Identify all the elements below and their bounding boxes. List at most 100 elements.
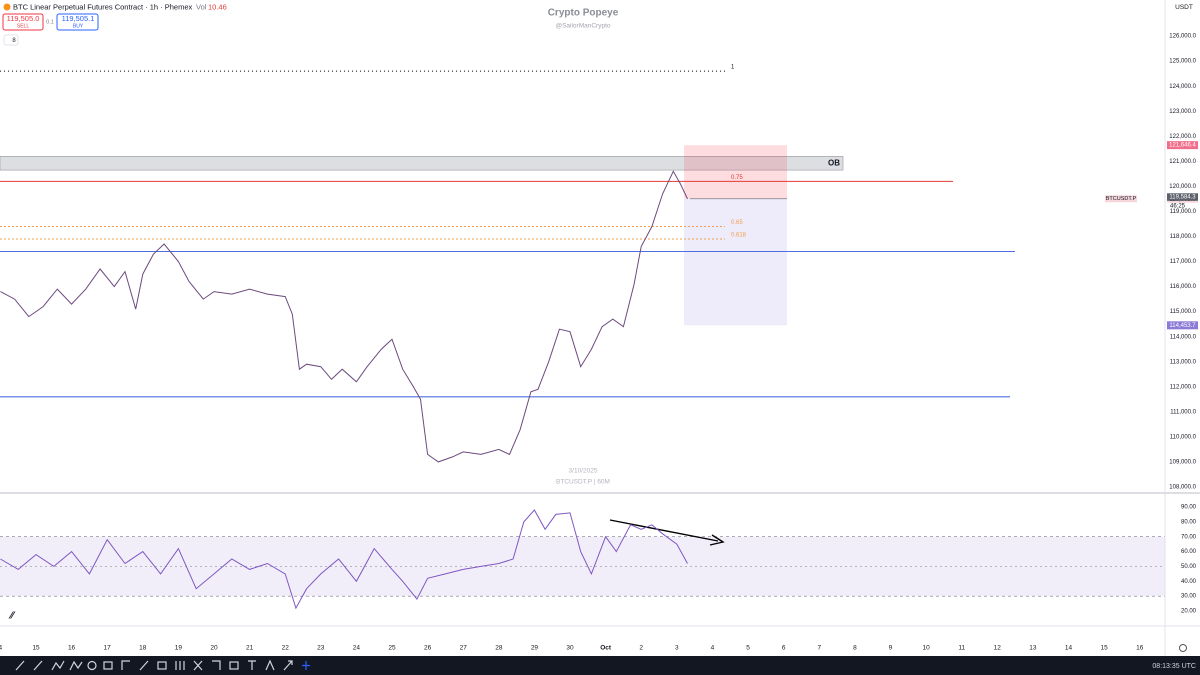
series-line [0, 170, 688, 463]
tool-ray[interactable] [33, 660, 43, 671]
buy-price: 119,505.1 [62, 14, 95, 23]
x-tick-label: 12 [994, 645, 1002, 652]
x-tick-label: 7 [817, 645, 821, 652]
volume-value: 10.46 [208, 2, 227, 11]
x-tick-label: Oct [600, 645, 612, 652]
sell-label: SELL [17, 23, 29, 29]
symbol-tag: BTCUSDT.P [1106, 196, 1137, 202]
x-tick-label: 5 [746, 645, 750, 652]
y-tick-label: 90.00 [1181, 505, 1197, 511]
y-tick-label: 111,000.0 [1170, 409, 1196, 415]
currency: USDT [1175, 4, 1193, 11]
y-tick-label: 125,000.0 [1169, 59, 1196, 65]
x-tick-label: 16 [68, 645, 76, 652]
x-tick-label: 6 [782, 645, 786, 652]
tool-line[interactable] [15, 660, 25, 671]
tool-wave[interactable] [69, 660, 83, 671]
x-tick-label: 11 [958, 645, 965, 652]
y-tick-label: 116,000.0 [1170, 284, 1197, 290]
x-tick-label: 20 [210, 645, 218, 652]
x-tick-label: 21 [246, 645, 254, 652]
series-line [0, 509, 688, 610]
tool-path[interactable] [51, 660, 65, 671]
tool-text[interactable] [248, 660, 256, 670]
stop-price-tag [1167, 141, 1198, 150]
tool-measure[interactable] [212, 660, 221, 670]
x-tick-label: 3 [675, 645, 679, 652]
x-tick-label: 27 [460, 645, 468, 652]
x-tick-label: 26 [424, 645, 432, 652]
toolbar-time: 08:13:35 UTC [1152, 663, 1196, 670]
last-price-tag [1167, 193, 1198, 201]
trend-arrow-head [709, 534, 725, 546]
tool-arrow[interactable] [283, 660, 293, 671]
x-tick-label: 18 [139, 645, 147, 652]
y-tick-label: 30.00 [1181, 594, 1197, 600]
watermark-symbol: BTCUSDT.P | 60M [556, 479, 610, 486]
sell-price: 119,505.0 [7, 14, 40, 23]
stop-zone [684, 145, 787, 199]
target-price-tag [1167, 321, 1198, 330]
x-tick-label: 10 [922, 645, 930, 652]
logo: ⁄⁄ [8, 611, 16, 622]
y-tick-label: 123,000.0 [1169, 109, 1196, 115]
y-tick-label: 120,000.0 [1169, 184, 1196, 190]
symbol-icon [3, 3, 11, 11]
y-tick-label: 124,000.0 [1169, 84, 1196, 90]
x-tick-label: 16 [1136, 645, 1144, 652]
tool-fib[interactable] [121, 660, 130, 670]
buy-button[interactable] [56, 13, 99, 31]
y-tick-label: 110,000.0 [1170, 434, 1197, 440]
tool-position[interactable] [229, 661, 239, 670]
x-tick-label: 29 [531, 645, 539, 652]
volume-label: Vol [196, 2, 207, 11]
tool-pen[interactable] [265, 659, 275, 671]
y-tick-label: 115,000.0 [1170, 309, 1197, 315]
level-label: 0.618 [731, 233, 747, 239]
buy-label: BUY [73, 23, 84, 29]
symbol-title: BTC Linear Perpetual Futures Contract · … [13, 2, 192, 11]
indicator-toggle[interactable] [3, 34, 19, 46]
sell-button[interactable] [2, 13, 44, 31]
target-price-label: 114,453.7 [1169, 323, 1196, 329]
toolbar [0, 656, 1200, 675]
y-tick-label: 80.00 [1181, 519, 1197, 525]
tool-rect[interactable] [103, 661, 113, 670]
x-tick-label: 4 [711, 645, 715, 652]
y-tick-label: 40.00 [1181, 579, 1197, 585]
y-tick-label: 114,000.0 [1170, 334, 1197, 340]
trend-line [609, 519, 719, 542]
settings-icon[interactable] [1179, 644, 1187, 652]
level-label: 1 [731, 65, 735, 71]
tool-crosshair[interactable] [302, 661, 310, 670]
stop-price-label: 121,646.4 [1169, 143, 1196, 149]
y-tick-label: 60.00 [1181, 549, 1197, 555]
y-tick-label: 113,000.0 [1170, 359, 1197, 365]
tool-lines[interactable] [175, 661, 185, 670]
x-tick-label: 23 [317, 645, 325, 652]
tool-circle[interactable] [87, 660, 97, 671]
tool-grid[interactable] [157, 661, 167, 670]
x-tick-label: 15 [32, 645, 40, 652]
tool-cross[interactable] [193, 660, 203, 671]
x-tick-label: 15 [1100, 645, 1108, 652]
target-zone [684, 198, 787, 326]
x-tick-label: 24 [353, 645, 361, 652]
x-tick-label: 22 [282, 645, 290, 652]
y-tick-label: 119,000.0 [1170, 209, 1197, 215]
y-tick-label: 118,000.0 [1170, 234, 1197, 240]
x-tick-label: 4 [0, 645, 3, 652]
x-tick-label: 2 [639, 645, 643, 652]
symbol-tag-bg [1105, 195, 1137, 203]
y-tick-label: 126,000.0 [1169, 34, 1196, 40]
y-tick-label: 70.00 [1181, 534, 1197, 540]
tool-pitchfork[interactable] [139, 660, 149, 671]
watermark-handle: @SailorManCrypto [555, 23, 610, 30]
indicator-count: 8 [12, 38, 16, 44]
x-tick-label: 13 [1029, 645, 1037, 652]
y-tick-label: 20.00 [1181, 609, 1197, 615]
x-tick-label: 14 [1065, 645, 1073, 652]
y-tick-label: 50.00 [1181, 564, 1197, 570]
